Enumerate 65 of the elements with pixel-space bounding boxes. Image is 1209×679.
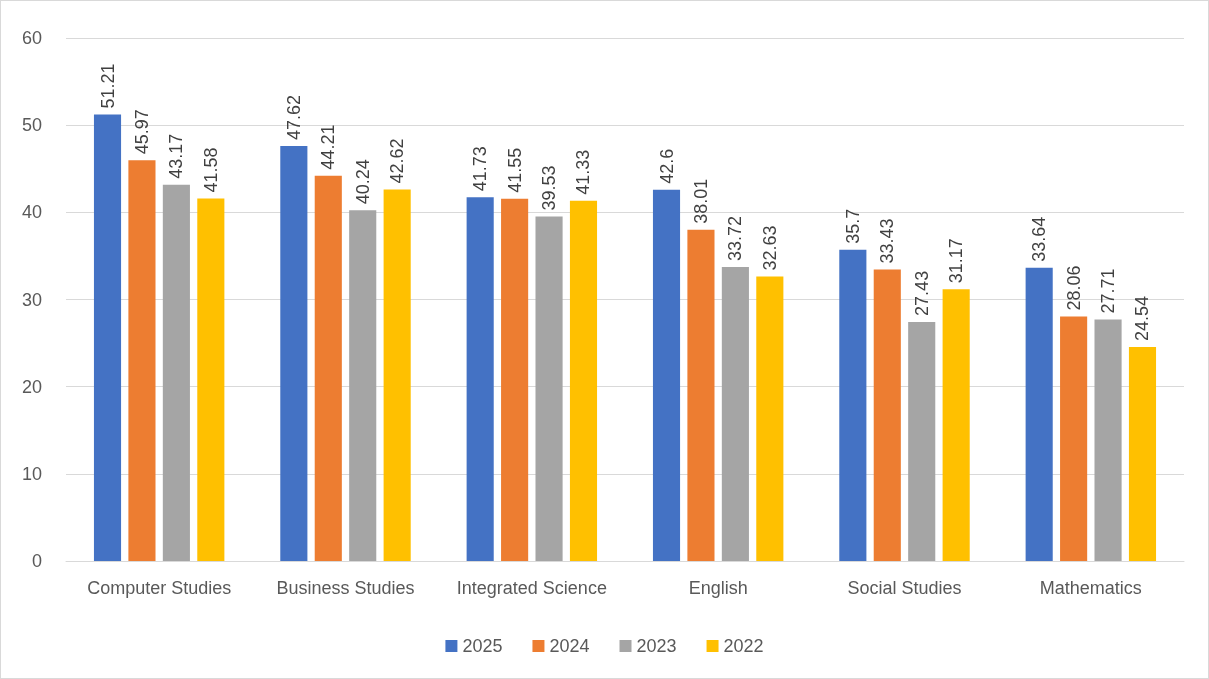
bar bbox=[687, 229, 715, 561]
legend-label: 2023 bbox=[636, 636, 677, 656]
data-label: 43.17 bbox=[166, 133, 187, 179]
bar bbox=[873, 269, 901, 561]
x-tick-label: Computer Studies bbox=[87, 578, 232, 598]
data-label: 35.7 bbox=[842, 208, 863, 244]
data-label: 33.72 bbox=[725, 216, 746, 262]
bar bbox=[314, 175, 342, 561]
bar bbox=[839, 249, 867, 561]
x-tick-label: English bbox=[688, 578, 748, 598]
data-label: 41.33 bbox=[573, 149, 594, 195]
data-label: 38.01 bbox=[690, 178, 711, 224]
bar bbox=[756, 276, 784, 561]
data-label: 44.21 bbox=[318, 124, 339, 170]
data-label: 33.64 bbox=[1029, 216, 1050, 262]
data-label: 40.24 bbox=[352, 159, 373, 205]
data-label: 41.58 bbox=[200, 147, 221, 193]
data-label: 27.71 bbox=[1098, 268, 1119, 314]
data-label: 31.17 bbox=[946, 238, 967, 284]
y-tick-label: 0 bbox=[31, 551, 42, 571]
data-label: 28.06 bbox=[1063, 265, 1084, 311]
bar bbox=[349, 210, 377, 561]
bar bbox=[162, 184, 190, 561]
data-label: 45.97 bbox=[131, 109, 152, 155]
bar bbox=[1060, 316, 1088, 561]
data-label: 42.62 bbox=[387, 138, 408, 184]
y-tick-label: 60 bbox=[21, 28, 42, 48]
legend-label: 2024 bbox=[549, 636, 590, 656]
bar bbox=[721, 267, 749, 561]
data-label: 51.21 bbox=[97, 63, 118, 109]
bar bbox=[501, 198, 529, 561]
bar bbox=[908, 321, 936, 561]
y-tick-label: 10 bbox=[21, 463, 42, 484]
bar bbox=[93, 114, 122, 561]
bar bbox=[280, 145, 308, 561]
bar bbox=[942, 289, 970, 561]
data-label: 39.53 bbox=[539, 165, 560, 211]
x-tick-label: Business Studies bbox=[276, 578, 415, 598]
x-tick-label: Integrated Science bbox=[456, 578, 607, 598]
y-tick-label: 20 bbox=[21, 376, 42, 397]
bar bbox=[1128, 347, 1157, 561]
legend-label: 2022 bbox=[723, 636, 764, 656]
y-tick-label: 30 bbox=[21, 289, 42, 310]
data-label: 41.73 bbox=[470, 146, 491, 192]
bar bbox=[197, 198, 225, 561]
data-label: 32.63 bbox=[759, 225, 780, 271]
data-label: 33.43 bbox=[877, 218, 898, 264]
bar bbox=[128, 160, 156, 561]
bar bbox=[1025, 267, 1053, 561]
data-label: 27.43 bbox=[911, 270, 932, 316]
bar bbox=[383, 189, 411, 561]
y-tick-label: 50 bbox=[21, 115, 42, 136]
data-label: 24.54 bbox=[1132, 296, 1153, 342]
bar bbox=[535, 216, 563, 561]
bar bbox=[466, 197, 494, 561]
x-tick-label: Social Studies bbox=[847, 578, 962, 598]
bar bbox=[569, 200, 598, 561]
x-tick-label: Mathematics bbox=[1039, 578, 1142, 598]
legend-label: 2025 bbox=[462, 636, 503, 656]
bar bbox=[1094, 319, 1122, 561]
bar bbox=[652, 189, 681, 561]
data-label: 41.55 bbox=[504, 147, 525, 193]
y-tick-label: 40 bbox=[21, 202, 42, 223]
data-label: 42.6 bbox=[656, 148, 677, 184]
data-label: 47.62 bbox=[283, 94, 304, 140]
